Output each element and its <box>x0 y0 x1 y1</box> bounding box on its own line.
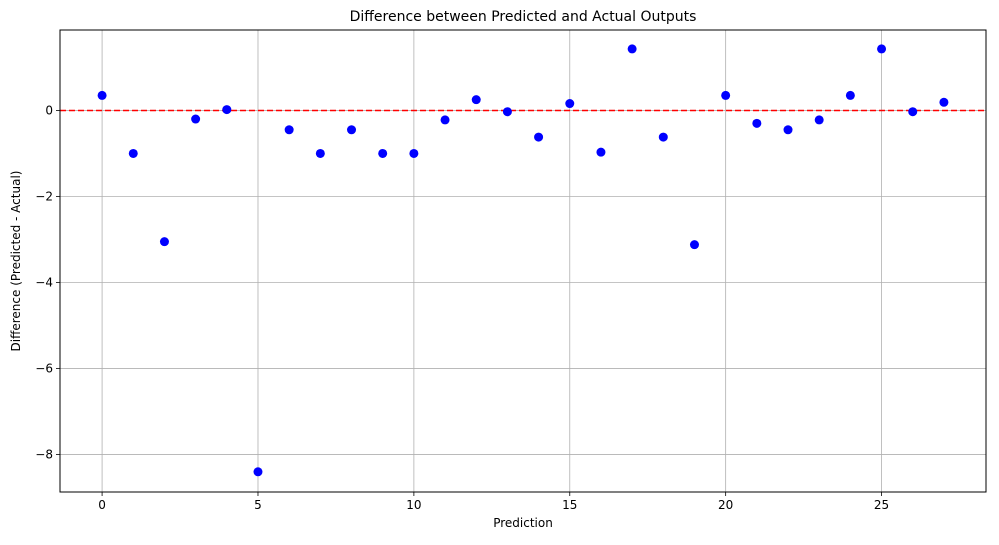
data-point <box>939 97 949 107</box>
data-point <box>721 90 731 100</box>
data-point <box>658 132 668 142</box>
data-point <box>347 125 357 135</box>
grid-lines <box>60 30 986 492</box>
data-point <box>409 148 419 158</box>
x-tick-label: 10 <box>406 498 421 512</box>
data-point <box>627 44 637 54</box>
x-tick-label: 15 <box>562 498 577 512</box>
y-tick-label: −4 <box>35 276 53 290</box>
data-point <box>222 105 232 115</box>
x-axis-label: Prediction <box>493 516 553 530</box>
data-point <box>752 118 762 128</box>
data-point <box>284 125 294 135</box>
y-tick-label: −6 <box>35 362 53 376</box>
data-point <box>378 148 388 158</box>
x-tick-label: 25 <box>874 498 889 512</box>
x-axis-ticks: 0 5 10 15 20 25 <box>98 492 889 512</box>
y-axis-label: Difference (Predicted - Actual) <box>9 171 23 352</box>
x-tick-label: 5 <box>254 498 262 512</box>
data-point <box>783 125 793 135</box>
data-point <box>689 240 699 250</box>
data-point <box>502 107 512 117</box>
chart-title: Difference between Predicted and Actual … <box>350 9 697 25</box>
data-point <box>908 107 918 117</box>
x-tick-label: 0 <box>98 498 106 512</box>
y-tick-label: 0 <box>45 103 53 117</box>
y-axis-ticks: −8 −6 −4 −2 0 <box>35 103 60 462</box>
data-point <box>440 115 450 125</box>
data-point <box>471 95 481 105</box>
plot-frame <box>59 29 987 493</box>
data-point <box>534 132 544 142</box>
y-tick-label: −8 <box>35 448 53 462</box>
data-point <box>845 90 855 100</box>
data-point <box>97 90 107 100</box>
data-point <box>877 44 887 54</box>
data-point <box>315 148 325 158</box>
data-point <box>191 114 201 124</box>
data-point <box>596 147 606 157</box>
data-point <box>253 467 263 477</box>
data-point <box>814 115 824 125</box>
data-point <box>128 148 138 158</box>
x-tick-label: 20 <box>718 498 733 512</box>
y-tick-label: −2 <box>35 189 53 203</box>
data-point <box>159 237 169 247</box>
data-point <box>565 99 575 109</box>
data-points <box>97 44 949 477</box>
